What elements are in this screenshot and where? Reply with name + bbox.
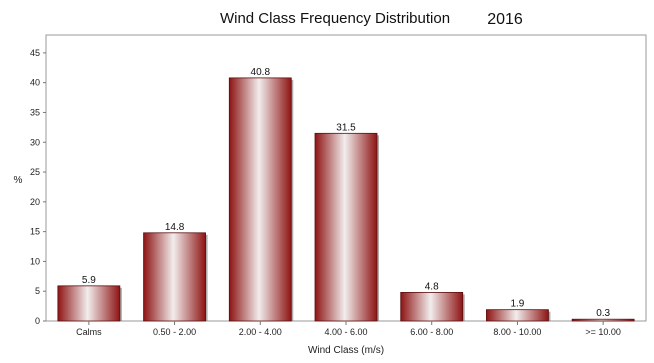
bar: [486, 309, 549, 322]
y-axis-label: %: [14, 175, 23, 186]
x-tick-label: 8.00 - 10.00: [493, 327, 541, 337]
y-tick-label: 25: [30, 167, 40, 177]
x-axis-label: Wind Class (m/s): [308, 345, 384, 356]
y-tick-label: 5: [35, 286, 40, 296]
x-tick-label: Calms: [76, 327, 102, 337]
data-label: 1.9: [510, 299, 524, 310]
bar: [571, 318, 635, 322]
y-tick-label: 20: [30, 197, 40, 207]
bar: [57, 285, 121, 322]
y-tick-label: 40: [30, 78, 40, 88]
data-label: 31.5: [336, 122, 356, 133]
x-tick-label: 6.00 - 8.00: [410, 327, 453, 337]
y-tick-label: 0: [35, 316, 40, 326]
x-tick-label: 0.50 - 2.00: [153, 327, 196, 337]
chart-title: Wind Class Frequency Distribution: [220, 10, 450, 27]
x-tick-label: >= 10.00: [585, 327, 621, 337]
data-label: 0.3: [596, 308, 610, 319]
data-label: 14.8: [165, 222, 185, 233]
bar: [400, 291, 464, 322]
y-axis: 0 5 10 15 20 25 30 35 40 45: [30, 48, 46, 326]
bar: [314, 132, 378, 322]
x-tick-label: 2.00 - 4.00: [239, 327, 282, 337]
bar: [143, 232, 206, 322]
bars-group: 5.9 14.8 40.8 31.5 4.8 1.9 0.3: [57, 67, 635, 322]
data-label: 4.8: [425, 281, 439, 292]
bar: [228, 77, 292, 322]
data-label: 5.9: [82, 275, 96, 286]
chart-subtitle: 2016: [487, 11, 523, 28]
x-axis: Calms 0.50 - 2.00 2.00 - 4.00 4.00 - 6.00 6.…: [76, 321, 621, 337]
y-tick-label: 15: [30, 227, 40, 237]
data-label: 40.8: [251, 67, 271, 78]
y-tick-label: 10: [30, 256, 40, 266]
y-tick-label: 30: [30, 137, 40, 147]
x-tick-label: 4.00 - 6.00: [324, 327, 367, 337]
y-tick-label: 45: [30, 48, 40, 58]
y-tick-label: 35: [30, 107, 40, 117]
